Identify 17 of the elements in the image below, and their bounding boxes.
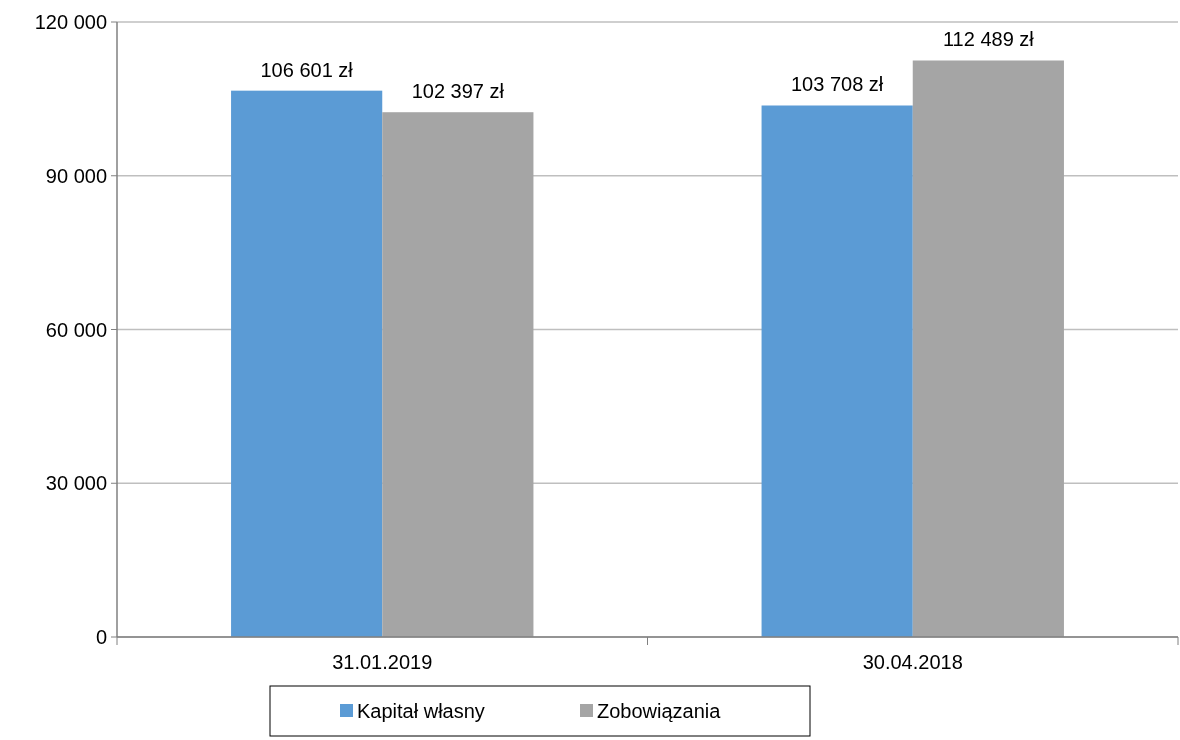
bar	[382, 112, 534, 637]
legend-label: Kapitał własny	[357, 700, 485, 722]
y-tick-label: 120 000	[34, 11, 107, 33]
y-tick-label: 0	[95, 626, 107, 648]
y-tick-label: 30 000	[45, 472, 107, 495]
bar	[231, 90, 383, 637]
bar	[761, 105, 913, 637]
y-tick-label: 90 000	[45, 164, 107, 187]
y-tick-label: 60 000	[45, 318, 107, 341]
data-label: 112 489 zł	[942, 28, 1035, 51]
x-tick-label: 31.01.2019	[332, 651, 433, 673]
x-tick-label: 30.04.2018	[862, 651, 963, 673]
bar	[912, 60, 1064, 637]
legend-label: Zobowiązania	[597, 700, 722, 722]
data-label: 103 708 zł	[791, 73, 884, 96]
data-label: 102 397 zł	[411, 80, 505, 103]
data-label: 106 601 zł	[260, 58, 354, 81]
